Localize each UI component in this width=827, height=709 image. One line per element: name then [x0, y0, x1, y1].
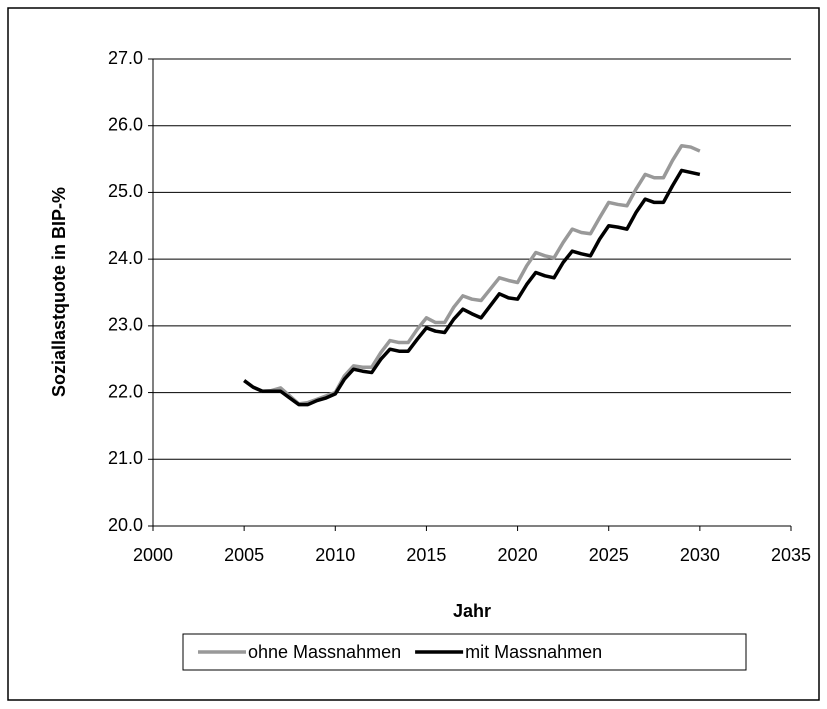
- y-tick-label: 23.0: [108, 315, 143, 335]
- y-tick-label: 26.0: [108, 114, 143, 134]
- x-tick-label: 2005: [224, 545, 264, 565]
- x-axis-label: Jahr: [453, 601, 491, 621]
- y-tick-label: 24.0: [108, 248, 143, 268]
- y-axis-label: Soziallastquote in BIP-%: [49, 187, 69, 397]
- x-tick-label: 2010: [315, 545, 355, 565]
- y-tick-label: 27.0: [108, 48, 143, 68]
- y-tick-label: 20.0: [108, 515, 143, 535]
- x-tick-label: 2015: [406, 545, 446, 565]
- legend-box: [182, 633, 747, 671]
- x-tick-label: 2000: [133, 545, 173, 565]
- x-tick-label: 2030: [680, 545, 720, 565]
- y-tick-label: 21.0: [108, 448, 143, 468]
- x-tick-label: 2025: [589, 545, 629, 565]
- y-tick-label: 22.0: [108, 381, 143, 401]
- chart-frame: [7, 7, 820, 701]
- x-tick-label: 2035: [771, 545, 811, 565]
- y-tick-label: 25.0: [108, 181, 143, 201]
- legend-label: ohne Massnahmen: [248, 642, 401, 662]
- series-line: [243, 168, 701, 407]
- x-tick-label: 2020: [498, 545, 538, 565]
- legend-label: mit Massnahmen: [465, 642, 602, 662]
